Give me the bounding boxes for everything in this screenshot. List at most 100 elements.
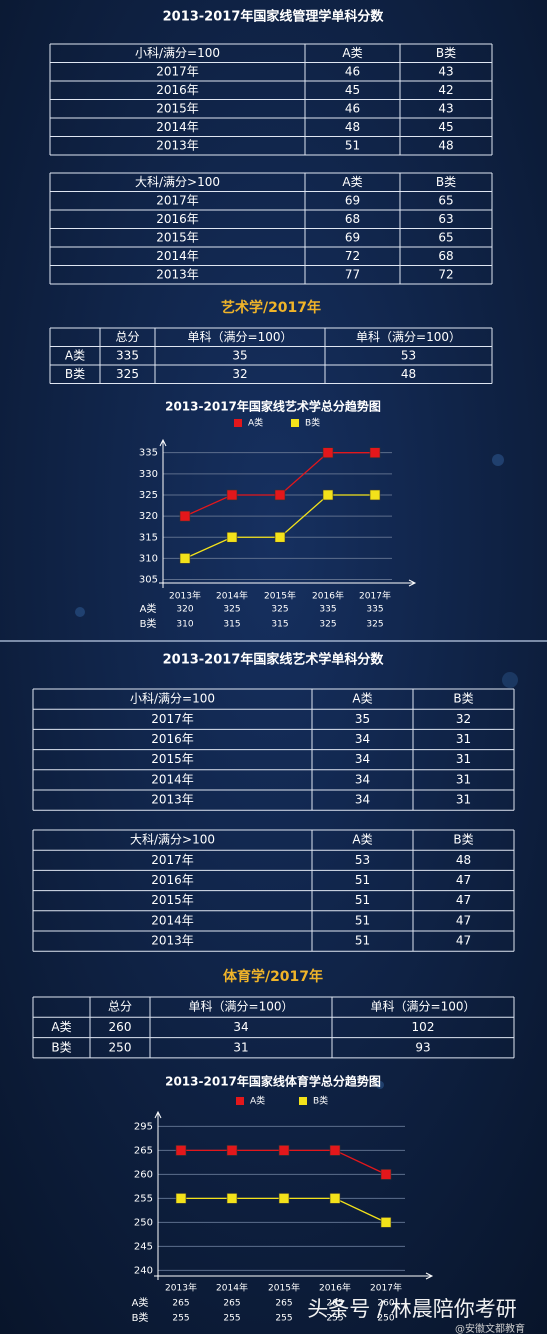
table-cell: 65 bbox=[438, 193, 453, 207]
x-tick-label: 2015年 bbox=[264, 590, 296, 602]
legend-label: B类 bbox=[305, 417, 320, 429]
table-cell: 2016年 bbox=[156, 212, 199, 226]
data-row-value: 335 bbox=[366, 605, 383, 615]
section-title: 2013-2017年国家线艺术学单科分数 bbox=[163, 652, 385, 668]
x-tick-label: 2013年 bbox=[165, 1282, 197, 1294]
table-cell: 48 bbox=[456, 853, 471, 867]
table-cell: 2017年 bbox=[151, 712, 194, 726]
table-cell: 72 bbox=[438, 267, 453, 281]
data-row-label: B类 bbox=[132, 1311, 149, 1324]
watermark: 头条号 / 林晨陪你考研 bbox=[307, 1297, 516, 1321]
point bbox=[226, 1193, 238, 1204]
point bbox=[369, 447, 381, 458]
table-cell: 小科/满分=100 bbox=[135, 46, 220, 60]
table-cell: 2016年 bbox=[151, 732, 194, 746]
data-row-value: 315 bbox=[271, 620, 288, 630]
table-cell: 48 bbox=[401, 367, 416, 381]
point bbox=[226, 531, 238, 543]
table-cell: 77 bbox=[345, 267, 360, 281]
table-cell: 46 bbox=[345, 101, 360, 115]
data-row-value: 325 bbox=[271, 605, 288, 615]
data-row-value: 320 bbox=[176, 605, 193, 615]
table-cell: 2017年 bbox=[151, 853, 194, 867]
table-cell: 2014年 bbox=[151, 913, 194, 927]
table-cell: 34 bbox=[355, 752, 370, 766]
x-tick-label: 2016年 bbox=[319, 1282, 351, 1294]
table-cell: A类 bbox=[352, 692, 372, 706]
bokeh bbox=[376, 1081, 384, 1089]
data-row-value: 315 bbox=[223, 620, 240, 630]
table-cell: 68 bbox=[438, 249, 453, 263]
table-cell: 2017年 bbox=[156, 193, 199, 207]
table-cell: 31 bbox=[456, 772, 471, 786]
table-cell: B类 bbox=[436, 46, 456, 60]
x-tick-label: 2014年 bbox=[216, 1282, 248, 1294]
table-cell: 2013年 bbox=[156, 267, 199, 281]
bokeh bbox=[492, 454, 504, 466]
x-tick-label: 2017年 bbox=[359, 590, 391, 602]
y-tick-label: 260 bbox=[134, 1169, 153, 1180]
table-cell: 2015年 bbox=[151, 893, 194, 907]
table-cell: 31 bbox=[456, 752, 471, 766]
point bbox=[175, 1145, 187, 1156]
data-row-value: 260 bbox=[377, 1299, 394, 1309]
table-cell: 2016年 bbox=[156, 83, 199, 97]
table-cell: 53 bbox=[355, 853, 370, 867]
table-cell: B类 bbox=[453, 692, 473, 706]
subsection-title: 艺术学/2017年 bbox=[221, 299, 321, 316]
point bbox=[380, 1217, 392, 1228]
y-tick-label: 305 bbox=[139, 575, 158, 586]
data-row-value: 265 bbox=[223, 1299, 240, 1309]
table-cell: 34 bbox=[233, 1020, 248, 1034]
data-row-value: 325 bbox=[366, 620, 383, 630]
table-cell: 大科/满分>100 bbox=[135, 175, 220, 189]
table-cell: B类 bbox=[453, 833, 473, 847]
table-cell: 69 bbox=[345, 193, 360, 207]
table-cell: 2015年 bbox=[156, 230, 199, 244]
point bbox=[278, 1193, 290, 1204]
point bbox=[380, 1169, 392, 1180]
table-cell: 53 bbox=[401, 348, 416, 362]
table-header: 单科（满分=100） bbox=[188, 330, 293, 344]
point bbox=[322, 447, 334, 458]
table-cell: 47 bbox=[456, 873, 471, 887]
table-cell: 2014年 bbox=[156, 249, 199, 263]
table-cell: 35 bbox=[232, 348, 247, 362]
bokeh bbox=[502, 672, 518, 688]
table-cell: 43 bbox=[438, 64, 453, 78]
table-cell: 47 bbox=[456, 893, 471, 907]
y-tick-label: 250 bbox=[134, 1217, 153, 1228]
table-cell: 35 bbox=[355, 712, 370, 726]
table-cell: 34 bbox=[355, 793, 370, 807]
table-header: 总分 bbox=[115, 330, 139, 344]
y-tick-label: 240 bbox=[134, 1265, 153, 1276]
table-header: 单科（满分=100） bbox=[356, 330, 461, 344]
table-cell: 小科/满分=100 bbox=[130, 692, 215, 706]
data-row-value: 265 bbox=[326, 1299, 343, 1309]
y-tick-label: 245 bbox=[134, 1241, 153, 1252]
legend-swatch bbox=[236, 1097, 244, 1105]
data-row-value: 310 bbox=[176, 620, 193, 630]
data-row-label: A类 bbox=[140, 602, 157, 615]
table-cell: B类 bbox=[436, 175, 456, 189]
table-cell: 2014年 bbox=[156, 120, 199, 134]
table-header: 单科（满分=100） bbox=[189, 1000, 294, 1014]
table-cell: A类 bbox=[51, 1020, 71, 1034]
point bbox=[179, 553, 191, 564]
y-tick-label: 325 bbox=[139, 490, 158, 501]
table-cell: 48 bbox=[438, 138, 453, 152]
table-cell: A类 bbox=[65, 348, 85, 362]
x-axis-arrow bbox=[408, 579, 417, 587]
y-tick-label: 265 bbox=[134, 1145, 153, 1156]
subsection-title: 体育学/2017年 bbox=[223, 968, 323, 985]
table-cell: 2013年 bbox=[151, 934, 194, 948]
data-row-value: 255 bbox=[275, 1314, 292, 1324]
chart-title: 2013-2017年国家线体育学总分趋势图 bbox=[165, 1074, 381, 1089]
table-cell: 51 bbox=[355, 873, 370, 887]
y-tick-label: 335 bbox=[139, 448, 158, 459]
point bbox=[369, 489, 381, 501]
x-tick-label: 2014年 bbox=[216, 590, 248, 602]
table-cell: 大科/满分>100 bbox=[130, 833, 215, 847]
y-tick-label: 320 bbox=[139, 511, 158, 522]
table-cell: 42 bbox=[438, 83, 453, 97]
